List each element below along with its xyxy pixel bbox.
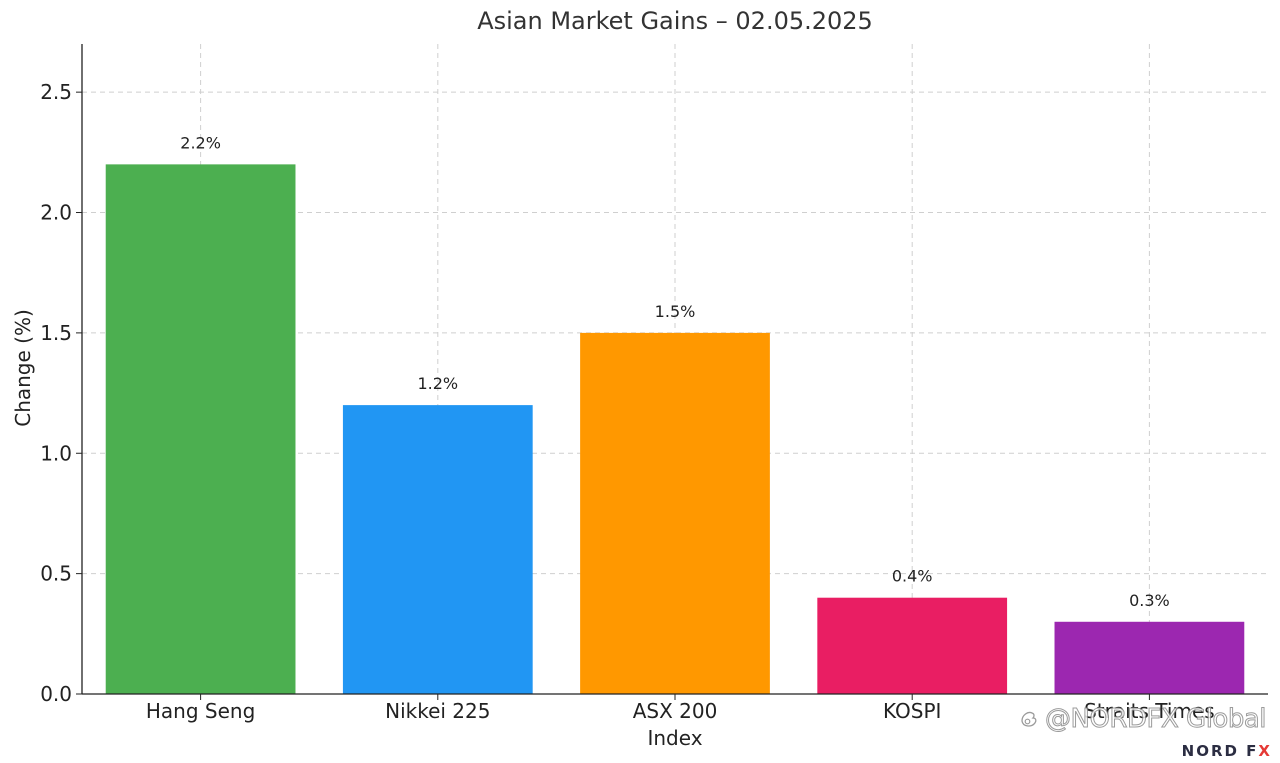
bar bbox=[580, 332, 770, 694]
data-labels: 2.2% 1.2% 1.5% 0.4% 0.3% bbox=[180, 133, 1169, 609]
x-tick-label: ASX 200 bbox=[633, 699, 718, 723]
x-tick-label: KOSPI bbox=[883, 699, 941, 723]
x-tick-label: Straits Times bbox=[1084, 699, 1215, 723]
bar bbox=[1054, 621, 1245, 694]
data-label: 0.4% bbox=[892, 567, 933, 586]
bars bbox=[105, 164, 1245, 695]
y-tick-label: 0.0 bbox=[40, 682, 72, 706]
data-label: 1.5% bbox=[655, 302, 696, 321]
logo-x: X bbox=[1258, 742, 1272, 760]
bar bbox=[817, 597, 1008, 694]
data-label: 1.2% bbox=[417, 374, 458, 393]
axes: 0.0 0.5 1.0 1.5 2.0 2.5 Hang Seng Nikkei 225 ASX… bbox=[40, 44, 1268, 723]
weibo-icon bbox=[1021, 711, 1037, 727]
y-tick-label: 2.5 bbox=[40, 80, 72, 104]
chart-title: Asian Market Gains – 02.05.2025 bbox=[477, 7, 873, 35]
data-label: 0.3% bbox=[1129, 591, 1170, 610]
bar bbox=[342, 405, 533, 694]
watermark-text: @NORDFX Global bbox=[1045, 704, 1267, 735]
y-tick-label: 2.0 bbox=[40, 201, 72, 225]
watermark: @NORDFX Global bbox=[1019, 704, 1267, 735]
y-tick-label: 0.5 bbox=[40, 562, 72, 586]
y-axis-label: Change (%) bbox=[11, 309, 35, 427]
data-label: 2.2% bbox=[180, 133, 221, 152]
bar bbox=[105, 164, 296, 695]
x-tick-label: Nikkei 225 bbox=[385, 699, 490, 723]
nordfx-logo: NORD FX bbox=[1182, 742, 1272, 760]
y-tick-label: 1.0 bbox=[40, 441, 72, 465]
y-tick-label: 1.5 bbox=[40, 321, 72, 345]
logo-text: NORD F bbox=[1181, 742, 1259, 760]
x-tick-label: Hang Seng bbox=[146, 699, 255, 723]
x-axis-label: Index bbox=[647, 726, 702, 750]
